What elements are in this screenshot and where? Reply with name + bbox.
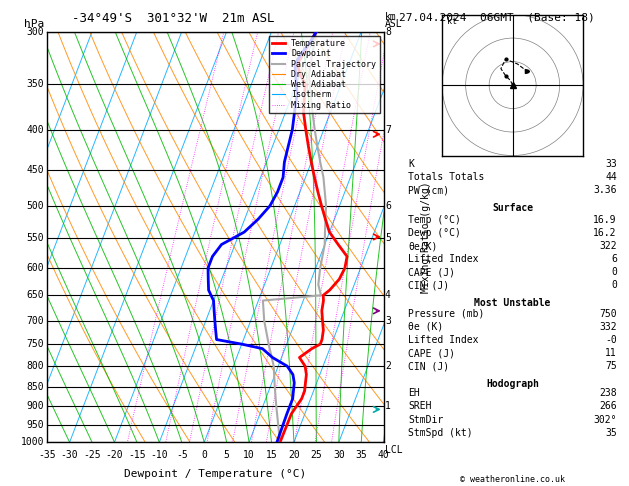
Text: -34°49'S  301°32'W  21m ASL: -34°49'S 301°32'W 21m ASL [72,12,275,25]
Text: hPa: hPa [24,19,44,29]
Text: 1: 1 [385,401,391,411]
Text: LCL: LCL [385,445,403,455]
Text: CAPE (J): CAPE (J) [408,267,455,277]
Text: 1000: 1000 [21,437,44,447]
Text: 700: 700 [26,315,44,326]
Text: ASL: ASL [385,19,403,29]
Text: 0: 0 [611,267,617,277]
Text: 950: 950 [26,420,44,430]
Text: Totals Totals: Totals Totals [408,172,485,182]
Text: 35: 35 [605,428,617,438]
Text: CIN (J): CIN (J) [408,362,450,371]
Text: 10: 10 [243,450,255,460]
Text: 650: 650 [26,290,44,300]
Text: 4: 4 [385,290,391,300]
Text: 11: 11 [605,348,617,358]
Text: 400: 400 [26,125,44,135]
Text: kt: kt [447,17,457,26]
Text: Temp (°C): Temp (°C) [408,215,461,226]
Text: 3.36: 3.36 [593,185,617,195]
Text: Lifted Index: Lifted Index [408,335,479,345]
Text: 7: 7 [385,125,391,135]
Text: 350: 350 [26,79,44,89]
Text: 0: 0 [201,450,207,460]
Text: Hodograph: Hodograph [486,379,539,389]
Text: PW (cm): PW (cm) [408,185,450,195]
Text: 5: 5 [385,233,391,243]
Text: -35: -35 [38,450,56,460]
Text: 2: 2 [385,361,391,371]
Text: 800: 800 [26,361,44,371]
Text: km: km [385,12,397,22]
Text: -25: -25 [83,450,101,460]
Text: 266: 266 [599,401,617,411]
Text: 900: 900 [26,401,44,411]
Text: Pressure (mb): Pressure (mb) [408,309,485,319]
Text: 550: 550 [26,233,44,243]
Text: Dewp (°C): Dewp (°C) [408,228,461,238]
Text: 16.2: 16.2 [593,228,617,238]
Text: 322: 322 [599,242,617,251]
Text: EH: EH [408,388,420,398]
Text: © weatheronline.co.uk: © weatheronline.co.uk [460,474,565,484]
Text: 33: 33 [605,159,617,169]
Text: Mixing Ratio (g/kg): Mixing Ratio (g/kg) [421,181,431,293]
Text: 332: 332 [599,322,617,332]
Text: -20: -20 [106,450,123,460]
Text: Surface: Surface [492,203,533,213]
Text: CIN (J): CIN (J) [408,280,450,290]
Text: Dewpoint / Temperature (°C): Dewpoint / Temperature (°C) [125,469,306,479]
Text: 750: 750 [26,339,44,349]
Text: 30: 30 [333,450,345,460]
Text: 0: 0 [611,280,617,290]
Text: 8: 8 [385,27,391,36]
Text: 6: 6 [611,254,617,264]
Text: 450: 450 [26,165,44,175]
Text: K: K [408,159,415,169]
Text: 44: 44 [605,172,617,182]
Text: StmDir: StmDir [408,415,443,425]
Text: -5: -5 [176,450,187,460]
Legend: Temperature, Dewpoint, Parcel Trajectory, Dry Adiabat, Wet Adiabat, Isotherm, Mi: Temperature, Dewpoint, Parcel Trajectory… [269,36,379,113]
Text: -30: -30 [61,450,79,460]
Text: 302°: 302° [593,415,617,425]
Text: θe (K): θe (K) [408,322,443,332]
Text: 20: 20 [288,450,300,460]
Text: -10: -10 [150,450,168,460]
Text: -15: -15 [128,450,146,460]
Text: 15: 15 [265,450,277,460]
Text: θe(K): θe(K) [408,242,438,251]
Text: -0: -0 [605,335,617,345]
Text: StmSpd (kt): StmSpd (kt) [408,428,473,438]
Text: 238: 238 [599,388,617,398]
Text: 750: 750 [599,309,617,319]
Text: 3: 3 [385,315,391,326]
Text: Lifted Index: Lifted Index [408,254,479,264]
Text: 850: 850 [26,382,44,392]
Text: 35: 35 [355,450,367,460]
Text: CAPE (J): CAPE (J) [408,348,455,358]
Text: 300: 300 [26,27,44,36]
Text: 6: 6 [385,201,391,211]
Text: 27.04.2024  06GMT  (Base: 18): 27.04.2024 06GMT (Base: 18) [399,12,595,22]
Text: 5: 5 [224,450,230,460]
Text: 600: 600 [26,263,44,273]
Text: 16.9: 16.9 [593,215,617,226]
Text: 75: 75 [605,362,617,371]
Text: Most Unstable: Most Unstable [474,298,551,309]
Text: 40: 40 [378,450,389,460]
Text: SREH: SREH [408,401,432,411]
Text: 25: 25 [311,450,322,460]
Text: 500: 500 [26,201,44,211]
